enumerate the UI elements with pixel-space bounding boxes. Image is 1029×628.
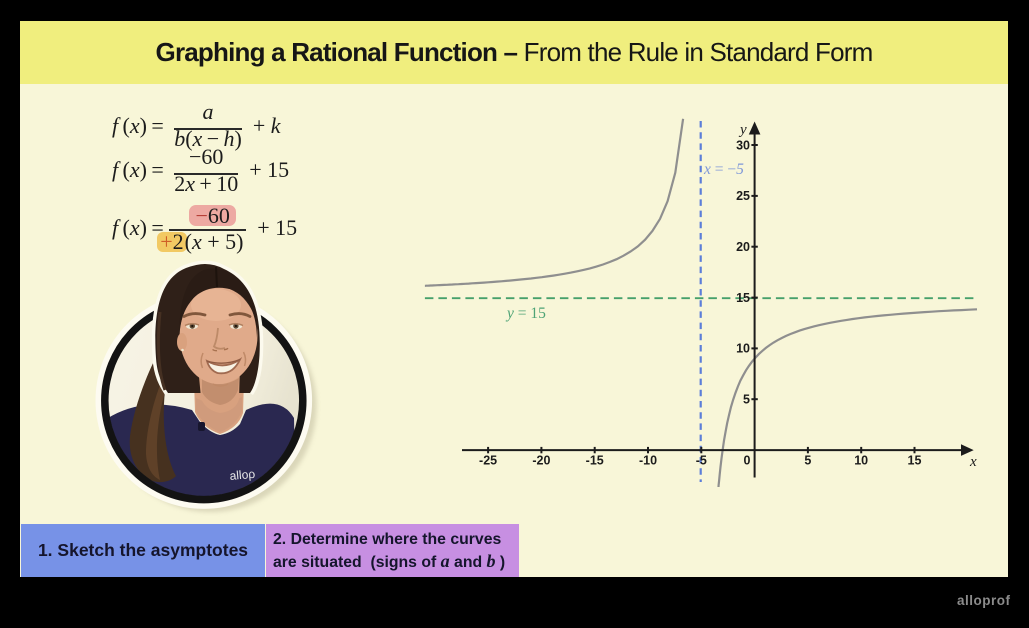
svg-text:20: 20 [736,240,750,254]
svg-text:10: 10 [736,342,750,356]
svg-text:25: 25 [736,189,750,203]
svg-text:y: y [738,122,747,138]
svg-text:-25: -25 [479,454,497,468]
svg-text:-15: -15 [586,454,604,468]
svg-text:-5: -5 [696,454,707,468]
svg-text:x = −5: x = −5 [703,161,744,178]
svg-text:alloρ: alloρ [229,467,256,483]
svg-text:-20: -20 [532,454,550,468]
svg-text:15: 15 [908,454,922,468]
svg-text:5: 5 [743,393,750,407]
svg-text:y = 15: y = 15 [505,305,546,322]
svg-text:30: 30 [736,138,750,152]
svg-text:10: 10 [854,454,868,468]
svg-text:x: x [969,454,977,470]
svg-text:-10: -10 [639,454,657,468]
svg-text:0: 0 [744,454,751,468]
svg-text:5: 5 [804,454,811,468]
svg-text:15: 15 [736,291,750,305]
